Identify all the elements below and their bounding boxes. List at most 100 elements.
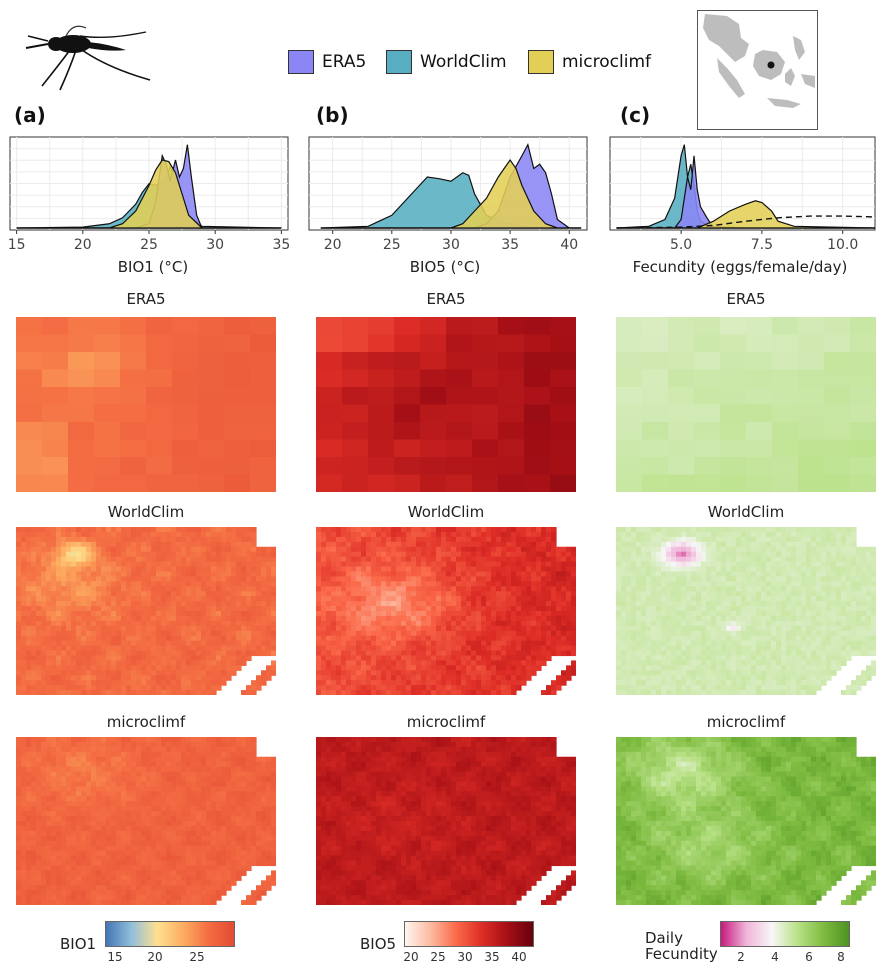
raster-cell xyxy=(191,527,197,533)
raster-cell xyxy=(551,645,557,652)
raster-cell xyxy=(421,561,427,568)
raster-cell xyxy=(66,561,72,568)
raster-cell xyxy=(224,439,251,458)
raster-cell xyxy=(16,561,22,568)
raster-cell xyxy=(161,650,167,657)
raster-cell xyxy=(386,541,392,548)
raster-cell xyxy=(341,615,347,622)
raster-cell xyxy=(166,596,172,602)
raster-cell xyxy=(181,536,187,543)
raster-cell xyxy=(176,551,182,558)
raster-cell xyxy=(491,640,497,647)
raster-cell xyxy=(411,615,417,622)
raster-cell xyxy=(106,541,112,548)
raster-cell xyxy=(751,625,757,632)
raster-cell xyxy=(826,561,832,568)
raster-cell xyxy=(566,586,572,592)
raster-cell xyxy=(411,581,417,587)
raster-cell xyxy=(736,546,742,553)
raster-cell xyxy=(716,586,722,592)
raster-cell xyxy=(356,680,362,686)
raster-cell xyxy=(191,581,197,587)
raster-cell xyxy=(536,556,542,563)
raster-cell xyxy=(826,527,832,533)
raster-cell xyxy=(721,566,727,573)
raster-cell xyxy=(746,439,773,458)
raster-cell xyxy=(511,551,517,558)
raster-cell xyxy=(716,556,722,563)
raster-cell xyxy=(501,596,507,602)
raster-cell xyxy=(336,611,342,617)
raster-cell xyxy=(616,630,622,637)
raster-cell xyxy=(651,586,657,592)
raster-cell xyxy=(566,566,572,573)
raster-cell xyxy=(566,635,572,642)
raster-cell xyxy=(191,620,197,627)
raster-cell xyxy=(56,551,62,558)
raster-cell xyxy=(791,625,797,632)
raster-cell xyxy=(226,551,232,558)
raster-cell xyxy=(826,635,832,642)
raster-cell xyxy=(156,625,162,632)
panel-c-label: (c) xyxy=(620,103,651,127)
raster-cell xyxy=(696,611,702,617)
raster-cell xyxy=(241,546,247,553)
raster-cell xyxy=(751,551,757,558)
raster-cell xyxy=(151,620,157,627)
raster-cell xyxy=(116,685,122,691)
legend-item-era5: ERA5 xyxy=(288,50,366,74)
raster-cell xyxy=(421,635,427,642)
raster-cell xyxy=(226,527,232,533)
raster-cell xyxy=(776,596,782,602)
raster-cell xyxy=(806,531,812,538)
raster-cell xyxy=(166,690,172,695)
raster-cell xyxy=(376,527,382,533)
raster-cell xyxy=(541,541,547,548)
raster-cell xyxy=(726,546,732,553)
raster-cell xyxy=(521,645,527,652)
raster-cell xyxy=(866,630,872,637)
raster-cell xyxy=(41,606,47,612)
raster-cell xyxy=(824,352,851,371)
raster-cell xyxy=(798,422,825,441)
raster-cell xyxy=(16,660,22,666)
raster-cell xyxy=(446,439,473,458)
raster-cell xyxy=(806,556,812,563)
raster-cell xyxy=(396,576,402,582)
raster-cell xyxy=(46,635,52,642)
raster-cell xyxy=(136,660,142,666)
raster-cell xyxy=(861,551,867,558)
raster-cell xyxy=(671,591,677,597)
raster-cell xyxy=(511,536,517,543)
raster-cell xyxy=(831,576,837,582)
raster-cell xyxy=(476,601,482,607)
raster-cell xyxy=(171,640,177,647)
raster-cell xyxy=(691,556,697,563)
raster-cell xyxy=(526,541,532,548)
raster-cell xyxy=(236,527,242,533)
raster-cell xyxy=(861,586,867,592)
raster-cell xyxy=(761,571,767,578)
legend-item-worldclim: WorldClim xyxy=(386,50,507,74)
raster-cell xyxy=(236,625,242,632)
raster-cell xyxy=(781,576,787,582)
raster-cell xyxy=(616,352,643,371)
raster-cell xyxy=(216,556,222,563)
raster-cell xyxy=(251,527,257,533)
raster-cell xyxy=(201,601,207,607)
raster-cell xyxy=(836,596,842,602)
raster-cell xyxy=(401,527,407,533)
raster-cell xyxy=(391,685,397,691)
raster-cell xyxy=(546,581,552,587)
raster-cell xyxy=(86,625,92,632)
raster-cell xyxy=(396,645,402,652)
raster-cell xyxy=(171,561,177,568)
raster-cell xyxy=(356,630,362,637)
raster-cell xyxy=(851,625,857,632)
raster-cell xyxy=(616,474,643,492)
raster-cell xyxy=(431,625,437,632)
raster-cell xyxy=(776,615,782,622)
raster-cell xyxy=(216,685,222,691)
raster-cell xyxy=(151,640,157,647)
raster-cell xyxy=(406,615,412,622)
